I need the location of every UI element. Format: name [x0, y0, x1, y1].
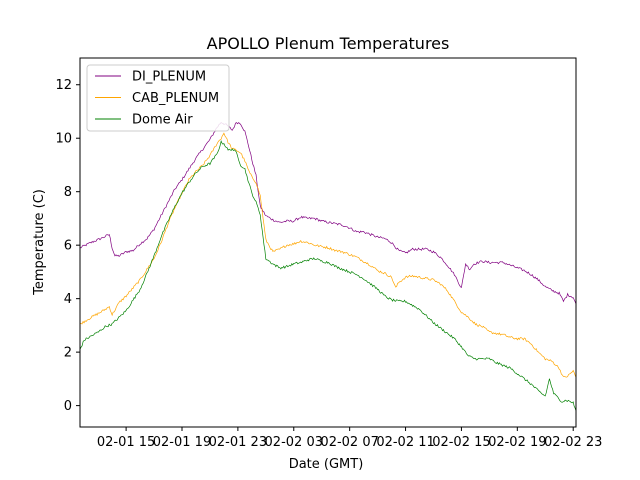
y-axis-label: Temperature (C): [32, 189, 47, 296]
legend-label: CAB_PLENUM: [132, 91, 219, 106]
y-tick-label: 8: [64, 185, 72, 200]
x-tick-label: 02-02 19: [488, 435, 546, 450]
legend-label: Dome Air: [132, 113, 193, 128]
x-tick-label: 02-02 11: [376, 435, 434, 450]
series-line-cab-plenum: [80, 132, 576, 378]
chart-title: APOLLO Plenum Temperatures: [207, 34, 450, 53]
legend: DI_PLENUM CAB_PLENUM Dome Air: [86, 64, 230, 132]
y-tick-label: 0: [64, 399, 72, 414]
series-layer: [79, 57, 577, 428]
x-tick-label: 02-01 19: [153, 435, 211, 450]
legend-label: DI_PLENUM: [132, 70, 206, 85]
y-tick-label: 6: [64, 239, 72, 254]
x-tick-label: 02-02 23: [544, 435, 602, 450]
x-tick-label: 02-02 03: [265, 435, 323, 450]
y-tick-label: 10: [55, 132, 72, 147]
series-line-di-plenum: [80, 121, 576, 305]
y-axis: 0 2 4 6 8 10 12: [55, 78, 80, 414]
x-tick-label: 02-01 23: [209, 435, 267, 450]
x-tick-label: 02-02 07: [320, 435, 378, 450]
y-tick-label: 2: [64, 346, 72, 361]
y-tick-label: 4: [64, 292, 72, 307]
y-tick-label: 12: [55, 78, 72, 93]
plot-frame: [79, 57, 577, 428]
series-line-dome-air: [80, 139, 576, 412]
x-tick-label: 02-02 15: [432, 435, 490, 450]
x-axis-label: Date (GMT): [289, 457, 364, 472]
x-tick-label: 02-01 15: [97, 435, 155, 450]
legend-box: [86, 64, 230, 132]
